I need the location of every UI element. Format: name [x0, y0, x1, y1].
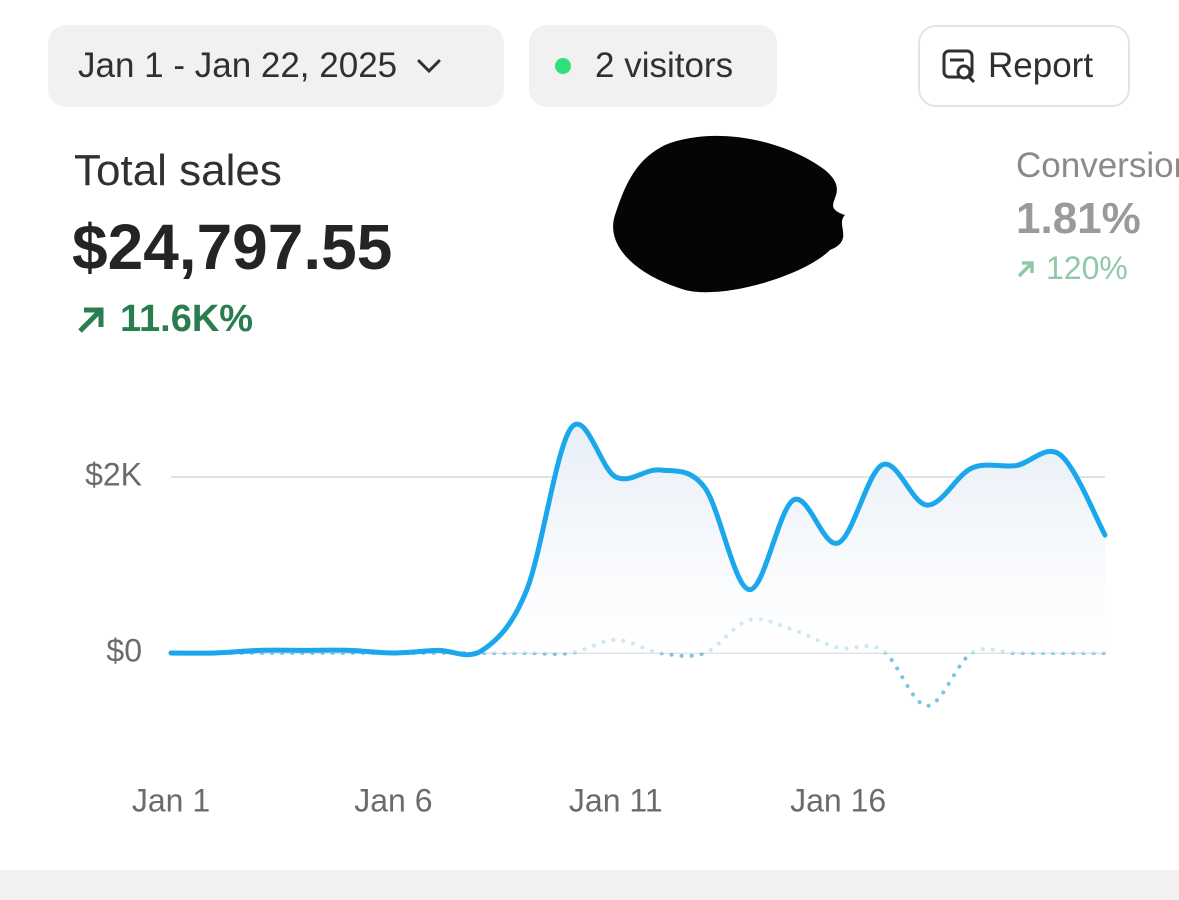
date-range-button[interactable]: Jan 1 - Jan 22, 2025 — [48, 25, 504, 107]
area — [171, 424, 1105, 655]
chevron-icon — [417, 59, 441, 74]
report-label: Report — [988, 46, 1094, 85]
report-button[interactable]: Report — [918, 25, 1130, 107]
x-tick-label: Jan 16 — [790, 782, 886, 818]
report-icon — [942, 49, 976, 84]
y-tick-label: $2K — [85, 456, 142, 492]
date-range: Jan 1 - Jan 22, 2025 — [78, 46, 398, 85]
x-tick-label: Jan 11 — [569, 782, 663, 818]
metric-change: 120% — [1016, 250, 1128, 287]
metric-label: Conversion rate — [1016, 146, 1179, 185]
up-arrow — [78, 307, 104, 333]
x-tick-label: Jan 1 — [132, 782, 210, 818]
metric-value: 1.81% — [1016, 194, 1141, 243]
sales-chart: $0 $2K Jan 1 Jan 6 Jan 11 Jan 16 — [85, 421, 1108, 818]
live-dot — [555, 58, 571, 74]
visitors: 2 visitors — [595, 46, 734, 85]
change-text: 11.6K% — [120, 298, 254, 340]
change-text: 120% — [1046, 250, 1128, 286]
x-tick-label: Jan 6 — [354, 782, 432, 818]
bottom-bar — [0, 870, 1179, 900]
metric-change: 11.6K% — [74, 298, 253, 341]
metric-value: $24,797.55 — [72, 211, 393, 283]
sales-line — [168, 421, 1108, 658]
redaction-scribble — [613, 135, 845, 293]
up-arrow — [1017, 260, 1034, 277]
metric-label: Total sales — [74, 146, 282, 195]
visitors-pill[interactable]: 2 visitors — [529, 25, 777, 107]
y-tick-label: $0 — [106, 632, 142, 668]
